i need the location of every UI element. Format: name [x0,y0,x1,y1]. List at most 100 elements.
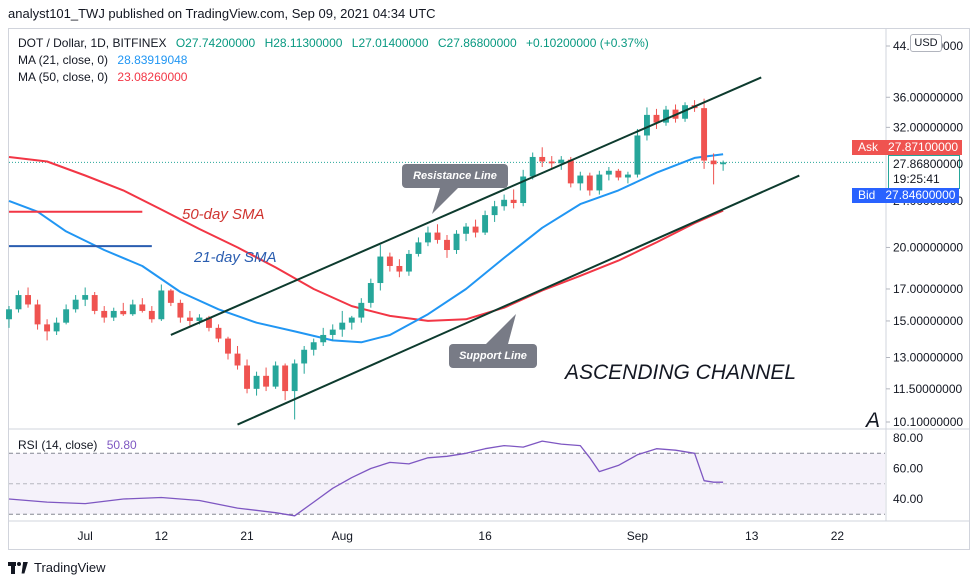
candle-body [472,226,479,233]
published-header: analyst101_TWJ published on TradingView.… [8,6,436,21]
support-line [237,174,800,426]
candle-body [234,353,241,366]
candle-body [139,304,146,311]
candle-body [701,108,708,161]
tradingview-logo-icon [8,561,28,574]
candle-body [386,256,393,266]
candle-body [405,253,412,272]
candle-body [348,317,355,323]
candle-body [396,265,403,272]
grid-layer [9,29,969,522]
currency-button[interactable]: USD [910,34,942,52]
candle-body [301,349,308,364]
symbol-row: DOT / Dollar, 1D, BITFINEX O27.74200000 … [18,35,649,52]
chart-legend: DOT / Dollar, 1D, BITFINEX O27.74200000 … [18,35,649,86]
open-value: O27.74200000 [175,36,256,50]
drawings: 50-day SMA 21-day SMA ASCENDING CHANNEL A [9,76,880,432]
candle-body [91,295,98,311]
candle-body [415,242,422,254]
rsi-value: 50.80 [106,438,137,452]
cut-annotation-letter: A [864,409,880,432]
support-line-callout: Support Line [449,344,537,368]
candle-body [82,295,89,300]
resistance-line [170,76,762,336]
close-value: C27.86800000 [437,36,517,50]
high-value: H28.11300000 [264,36,343,50]
ma50-label[interactable]: MA (50, close, 0) [18,70,109,84]
price-tick-label: 10.10000000 [893,415,963,429]
rsi-tick-label: 40.00 [893,492,923,506]
candle-body [615,170,622,178]
low-value: L27.01400000 [351,36,429,50]
candle-body [225,338,231,354]
support-callout-pointer [486,314,516,344]
candle-body [605,170,612,175]
ask-tag: Ask 27.87100000 [852,140,963,155]
candle-body [206,317,212,328]
bid-tag: Bid 27.84600000 [852,188,960,203]
candle-body [244,365,250,389]
time-tick-label: 21 [240,529,254,543]
candle-body [682,105,688,119]
last-price-value: 27.86800000 [893,157,964,171]
bar-countdown: 19:25:41 [893,172,940,186]
time-tick-label: 16 [478,529,492,543]
candle-body [186,317,193,321]
candle-body [377,256,384,284]
time-tick-label: Sep [627,529,649,543]
candle-body [491,206,498,216]
rsi-tick-label: 60.00 [893,462,923,476]
candle-body [482,215,489,233]
bid-label: Bid [852,188,882,203]
candle-body [148,310,155,320]
candle-body [577,175,584,184]
change-value: +0.10200000 (+0.37%) [525,36,649,50]
time-tick-label: 22 [831,529,845,543]
candle-body [282,365,289,392]
price-tick-label: 32.00000000 [893,120,963,134]
ask-label: Ask [852,140,885,155]
footer-brand[interactable]: TradingView [34,560,106,575]
candle-body [634,135,641,175]
resistance-line-callout: Resistance Line [402,164,508,188]
candle-body [34,304,41,325]
rsi-legend: RSI (14, close) 50.80 [18,438,137,452]
candle-body [567,159,574,184]
rsi-pane: 80.00 60.00 40.00 [8,431,923,517]
price-tick-label: 13.00000000 [893,351,963,365]
candle-body [120,310,127,315]
axis-layer: 44.0000000036.0000000032.0000000024.0000… [78,39,964,543]
last-price-tag: 27.86800000 19:25:41 [888,155,964,189]
rsi-label[interactable]: RSI (14, close) [18,438,98,452]
candle-body [25,295,31,305]
sma21-annotation: 21-day SMA [193,249,277,266]
price-tick-label: 15.00000000 [893,314,963,328]
ma21-value: 28.83919048 [117,53,188,67]
candle-body [596,174,603,191]
time-tick-label: 13 [745,529,759,543]
price-tick-label: 17.00000000 [893,282,963,296]
footer: TradingView [8,560,106,575]
candle-body [320,334,327,343]
candle-body [44,324,51,332]
candle-body [291,363,298,392]
time-tick-label: 12 [155,529,169,543]
time-tick-label: Jul [78,529,93,543]
candle-body [520,176,527,204]
candle-body [624,174,631,178]
ma21-row: MA (21, close, 0) 28.83919048 [18,52,649,69]
candle-body [653,114,660,123]
candle-body [177,302,184,318]
candle-body [101,310,108,318]
chart-frame [8,28,970,550]
candle-body [358,302,365,318]
candle-body [463,226,469,234]
candle-body [453,233,460,251]
time-tick-label: Aug [332,529,353,543]
ma21-label[interactable]: MA (21, close, 0) [18,53,109,67]
candle-body [425,232,431,243]
candle-body [15,295,22,310]
rsi-tick-label: 80.00 [893,431,923,445]
symbol-label[interactable]: DOT / Dollar, 1D, BITFINEX [18,36,167,50]
